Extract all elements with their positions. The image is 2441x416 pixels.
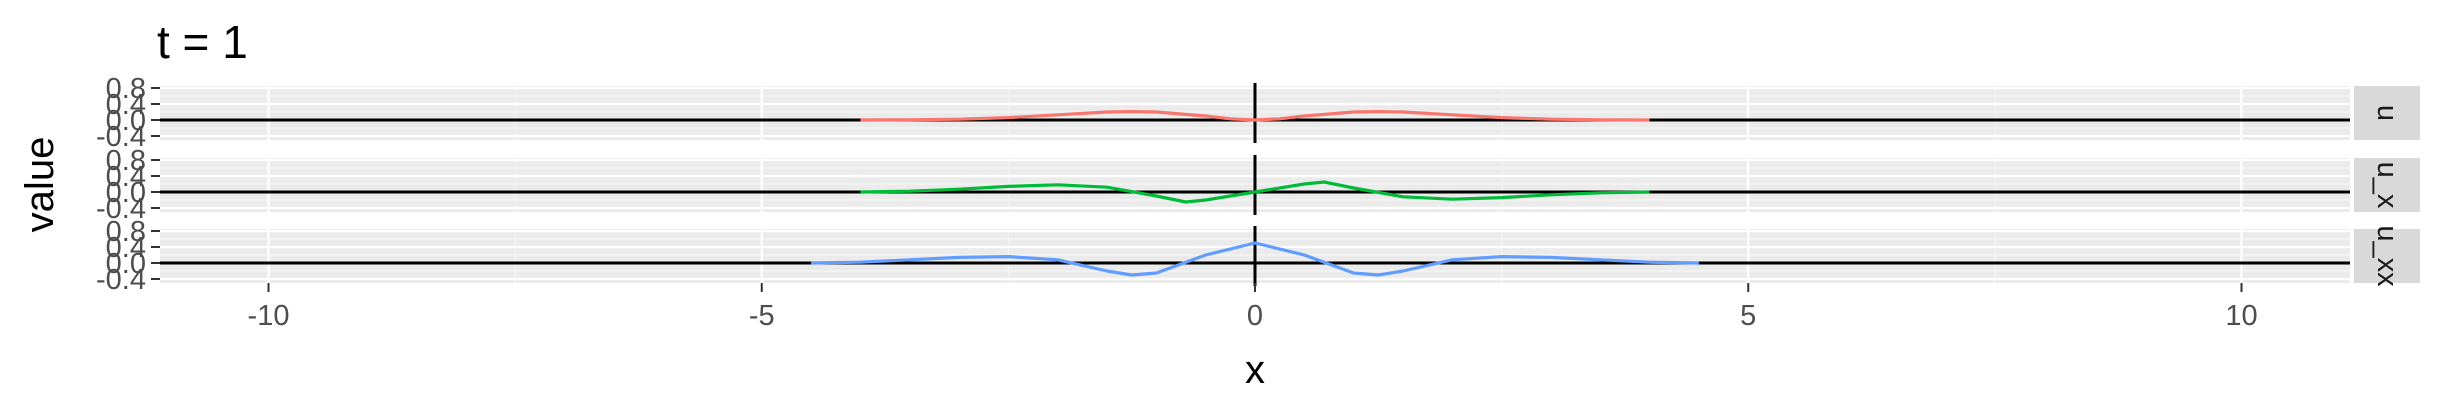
x-axis-title: x — [1245, 348, 1265, 392]
facet-panel-1: -0.40.00.40.8 u — [96, 73, 2420, 153]
y-tick-label: 0.0 — [106, 105, 146, 137]
x-tick-label: -5 — [749, 300, 775, 332]
y-tick-label: 0.4 — [106, 232, 146, 264]
y-tick-label: 0.8 — [106, 145, 146, 177]
facet-strip-label: u_x — [2371, 162, 2403, 209]
x-tick-label: 10 — [2225, 300, 2257, 332]
x-axis: -10 -5 0 5 10 — [248, 283, 2258, 332]
facet-strip-label: u — [2371, 105, 2403, 121]
y-tick-label: 0.4 — [106, 89, 146, 121]
x-tick-label: 0 — [1247, 300, 1263, 332]
y-tick-label: 0.8 — [106, 73, 146, 105]
x-tick-label: -10 — [248, 300, 290, 332]
y-tick-label: 0.4 — [106, 161, 146, 193]
y-tick-label: -0.4 — [96, 193, 146, 225]
series-line-u-x — [860, 180, 1650, 204]
series-line-u-xx — [811, 241, 1699, 277]
facet-strip — [2354, 86, 2420, 140]
y-axis-title: value — [18, 137, 62, 233]
facet-strip — [2354, 158, 2420, 212]
y-tick-label: 0.0 — [106, 177, 146, 209]
facet-panel-3: -0.40.00.40.8 u_xx — [96, 216, 2420, 296]
y-tick-label: 0.0 — [106, 248, 146, 280]
facet-strip-label: u_xx — [2371, 225, 2403, 287]
facet-panels: -0.40.00.40.8u-0.40.00.40.8u_x-0.40.00.4… — [96, 73, 2420, 296]
facet-panel-2: -0.40.00.40.8 u_x — [96, 145, 2420, 225]
x-tick-label: 5 — [1740, 300, 1756, 332]
chart-title: t = 1 — [157, 16, 248, 68]
y-tick-label: 0.8 — [106, 216, 146, 248]
y-tick-label: -0.4 — [96, 264, 146, 296]
series-line-u — [860, 109, 1650, 122]
facet-strip — [2354, 229, 2420, 283]
y-tick-label: -0.4 — [96, 121, 146, 153]
